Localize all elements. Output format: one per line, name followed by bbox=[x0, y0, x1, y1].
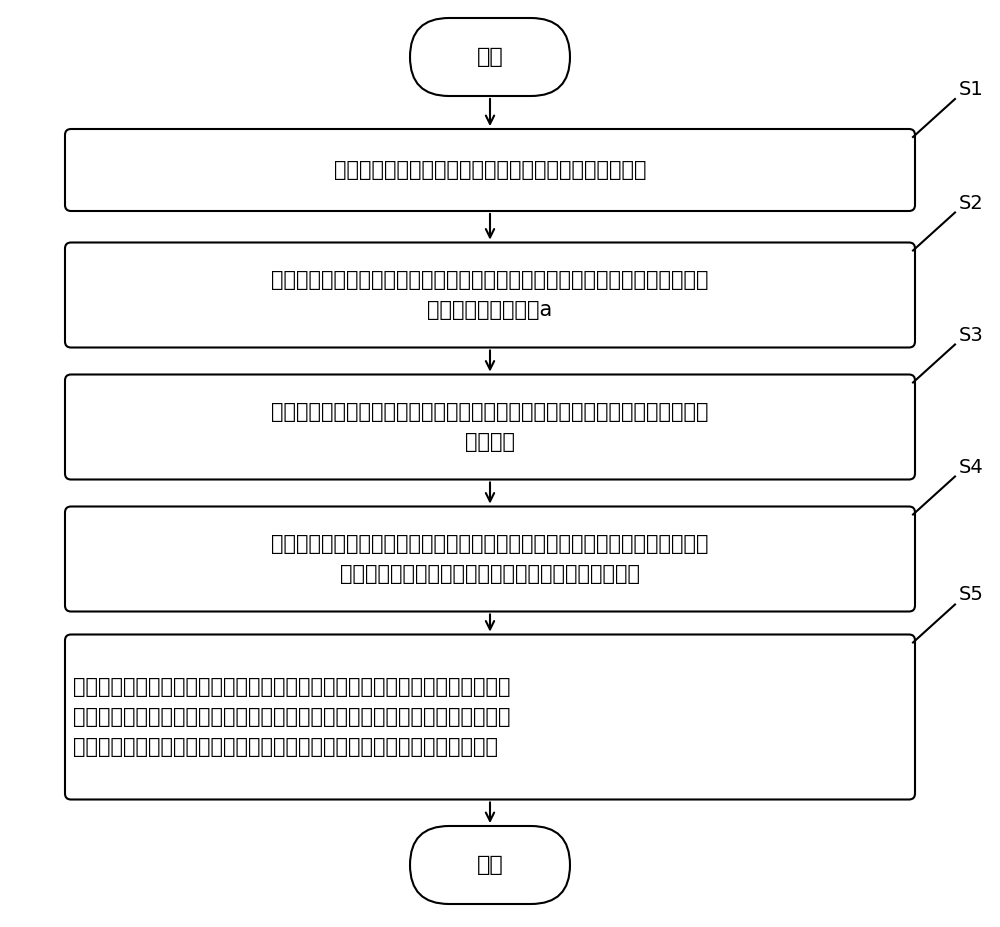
Text: 均位于预设能量窗范围内的符合事件记为选定符合事件: 均位于预设能量窗范围内的符合事件记为选定符合事件 bbox=[340, 564, 640, 584]
FancyBboxPatch shape bbox=[65, 375, 915, 479]
FancyBboxPatch shape bbox=[65, 129, 915, 211]
Text: 像素的能量修正系数a: 像素的能量修正系数a bbox=[427, 300, 553, 320]
Text: S1: S1 bbox=[959, 80, 984, 99]
Text: 解码探测器模块的符合事件的数据包，获取各像素的能谱: 解码探测器模块的符合事件的数据包，获取各像素的能谱 bbox=[334, 160, 646, 180]
Text: 量分辨率: 量分辨率 bbox=[465, 432, 515, 452]
Text: 结束: 结束 bbox=[477, 855, 503, 875]
FancyBboxPatch shape bbox=[65, 634, 915, 799]
Text: 定符合事件的时间差分布获取该任意两探测器模块的时间差分布和时间分辨率: 定符合事件的时间差分布获取该任意两探测器模块的时间差分布和时间分辨率 bbox=[73, 737, 498, 757]
FancyBboxPatch shape bbox=[410, 18, 570, 96]
Text: S4: S4 bbox=[959, 458, 984, 476]
Text: S3: S3 bbox=[959, 325, 984, 345]
Text: 设定一预设能量窗范围；获取任意两探测器模块的符合事件，一对像素的能量值: 设定一预设能量窗范围；获取任意两探测器模块的符合事件，一对像素的能量值 bbox=[271, 534, 709, 554]
Text: S2: S2 bbox=[959, 194, 984, 212]
Text: 测器模块内的所有选定符合事件的时间分辨率分布；通过任意两探测器模块的选: 测器模块内的所有选定符合事件的时间分辨率分布；通过任意两探测器模块的选 bbox=[73, 707, 511, 727]
FancyBboxPatch shape bbox=[410, 826, 570, 904]
Text: 获取各像素的修正后能量值，并根据各像素的修正后能量值获取探测器模块的能: 获取各像素的修正后能量值，并根据各像素的修正后能量值获取探测器模块的能 bbox=[271, 402, 709, 422]
Text: 获取选定符合事件的时间修正常数和时间分辨率；并获取两探测器模块的每个探: 获取选定符合事件的时间修正常数和时间分辨率；并获取两探测器模块的每个探 bbox=[73, 677, 511, 697]
Text: 开始: 开始 bbox=[477, 47, 503, 67]
FancyBboxPatch shape bbox=[65, 506, 915, 612]
Text: S5: S5 bbox=[959, 586, 984, 604]
FancyBboxPatch shape bbox=[65, 243, 915, 348]
Text: 将各像素的能谱平移至预设全能峰，每个像素的能谱的能量值的平移距离记为各: 将各像素的能谱平移至预设全能峰，每个像素的能谱的能量值的平移距离记为各 bbox=[271, 270, 709, 290]
